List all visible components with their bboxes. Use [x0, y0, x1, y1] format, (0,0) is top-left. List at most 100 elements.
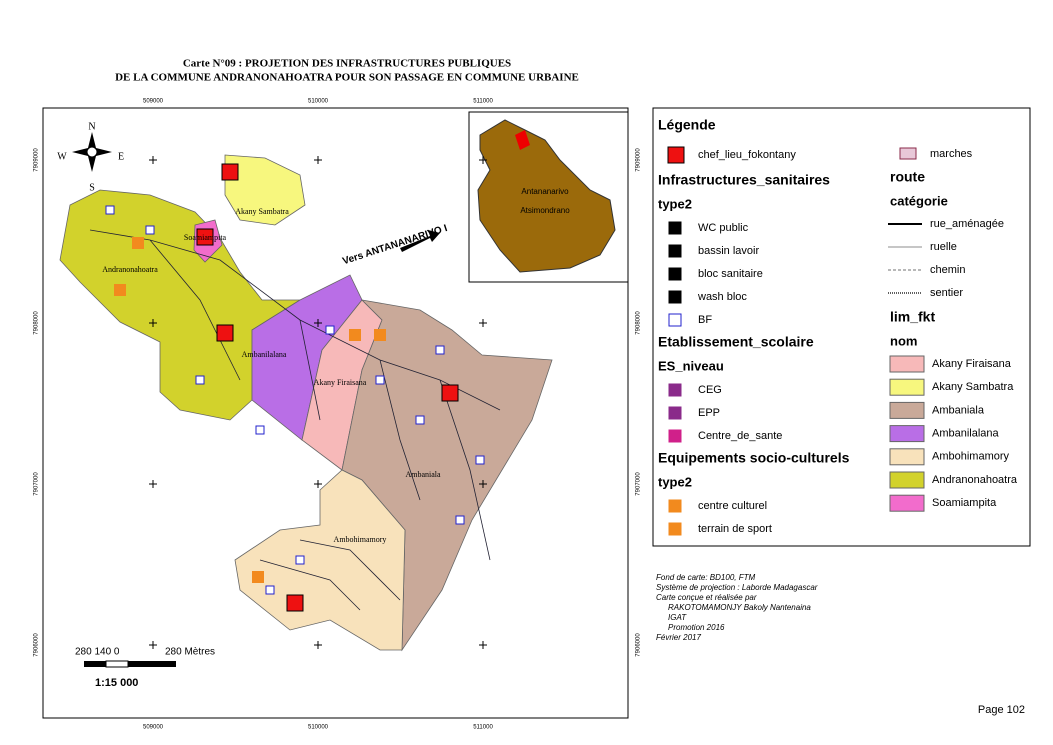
- legend-label: centre culturel: [698, 500, 767, 512]
- legend-swatch: [889, 471, 925, 489]
- legend-label: CEG: [698, 384, 722, 396]
- grid-cross: [479, 480, 487, 488]
- bf-icon: [435, 345, 445, 355]
- scale-ticks: 280 140 0: [75, 647, 120, 658]
- legend-label: EPP: [698, 407, 720, 419]
- bf-icon: [295, 555, 305, 565]
- compass-label: N: [88, 121, 95, 132]
- y-coord: 7907000: [636, 472, 642, 496]
- bf-icon: [375, 375, 385, 385]
- inset-location: [515, 130, 530, 150]
- grid-cross: [149, 641, 157, 649]
- legend-icon: [668, 244, 682, 258]
- credit-line: IGAT: [668, 613, 687, 622]
- legend-label: chef_lieu_fokontany: [698, 149, 796, 161]
- legend-icon: [668, 406, 682, 420]
- y-coord: 7909000: [636, 148, 642, 172]
- areas: [59, 154, 553, 652]
- grid-cross: [314, 156, 322, 164]
- bf-icon: [195, 375, 205, 385]
- legend-label: chemin: [930, 264, 965, 276]
- x-coord: 511000: [473, 725, 493, 731]
- legend-label: Centre_de_sante: [698, 430, 782, 442]
- x-coord: 509000: [143, 99, 164, 105]
- legend-field: nom: [890, 333, 917, 348]
- credit-line: Février 2017: [656, 633, 701, 642]
- x-coord: 510000: [308, 99, 329, 105]
- legend-label: Akany Firaisana: [932, 358, 1012, 370]
- bf-icon: [475, 455, 485, 465]
- legend-label: bloc sanitaire: [698, 268, 763, 280]
- grid-cross: [314, 480, 322, 488]
- title: Carte N°09 : PROJETION DES INFRASTRUCTUR…: [183, 58, 511, 70]
- area-label: Akany Sambatra: [235, 207, 289, 216]
- credit-line: Carte conçue et réalisée par: [656, 593, 757, 602]
- bf-icon: [415, 415, 425, 425]
- legend-icon: [667, 146, 685, 164]
- legend-heading: route: [890, 169, 925, 185]
- legend-swatch: [889, 425, 925, 443]
- culture-icon: [252, 571, 264, 583]
- inset-area: [477, 119, 616, 273]
- bf-icon: [145, 225, 155, 235]
- y-coord: 7909000: [34, 148, 40, 172]
- scale: 280 140 0 280 Mètres 1:15 000: [75, 647, 215, 689]
- roads: [89, 229, 501, 611]
- grid-cross: [314, 319, 322, 327]
- compass-label: W: [57, 151, 67, 162]
- legend-title: Légende: [658, 117, 716, 133]
- compass-label: E: [118, 151, 124, 162]
- chef-lieu-icon: [196, 228, 214, 246]
- y-coord: 7906000: [636, 633, 642, 657]
- legend-label: ruelle: [930, 241, 957, 253]
- legend-heading: Infrastructures_sanitaires: [658, 172, 830, 188]
- legend-icon: [668, 522, 682, 536]
- y-coord: 7906000: [34, 633, 40, 657]
- legend-label: Ambohimamory: [932, 451, 1010, 463]
- legend-swatch: [889, 378, 925, 396]
- x-coord: 509000: [143, 725, 164, 731]
- legend-label: marches: [930, 148, 973, 160]
- legend-label: Ambaniala: [932, 404, 985, 416]
- chef-lieu-icon: [286, 594, 304, 612]
- credit-line: Système de projection : Laborde Madagasc…: [656, 583, 818, 592]
- legend-frame: [652, 107, 1031, 547]
- legend-icon: [668, 383, 682, 397]
- bf-icon: [265, 585, 275, 595]
- page-number: Page 102: [978, 704, 1025, 716]
- grid-cross: [479, 156, 487, 164]
- credit-line: Fond de carte: BD100, FTM: [656, 573, 755, 582]
- legend-heading: Equipements socio-culturels: [658, 450, 850, 466]
- legend-label: rue_aménagée: [930, 218, 1004, 230]
- arrow: [400, 230, 440, 252]
- legend-label: Akany Sambatra: [932, 381, 1014, 393]
- credit-line: RAKOTOMAMONJY Bakoly Nantenaina: [668, 603, 811, 612]
- legend-swatch: [889, 448, 925, 466]
- legend-icon: [668, 313, 682, 327]
- icons: [105, 163, 485, 612]
- legend-label: WC public: [698, 222, 749, 234]
- legend-field: ES_niveau: [658, 358, 724, 373]
- y-coord: 7908000: [34, 311, 40, 335]
- area-label: Soamiampita: [184, 233, 227, 242]
- title: DE LA COMMUNE ANDRANONAHOATRA POUR SON P…: [115, 72, 579, 84]
- compass: N S E W: [57, 121, 124, 193]
- legend-icon: [668, 267, 682, 281]
- legend-icon: [668, 221, 682, 235]
- culture-icon: [349, 329, 361, 341]
- legend-label: terrain de sport: [698, 523, 772, 535]
- area-label: Akany Firaisana: [314, 378, 367, 387]
- scale-unit: 280 Mètres: [165, 647, 215, 658]
- area-label: Ambohimamory: [334, 535, 387, 544]
- culture-icon: [132, 237, 144, 249]
- legend-label: BF: [698, 314, 712, 326]
- area-label: Ambaniala: [405, 470, 441, 479]
- legend-label: Andranonahoatra: [932, 474, 1018, 486]
- compass-label: S: [89, 182, 95, 193]
- legend-field: catégorie: [890, 193, 948, 208]
- grid-cross: [149, 480, 157, 488]
- legend-label: Soamiampita: [932, 497, 997, 509]
- culture-icon: [374, 329, 386, 341]
- legend-label: wash bloc: [697, 291, 747, 303]
